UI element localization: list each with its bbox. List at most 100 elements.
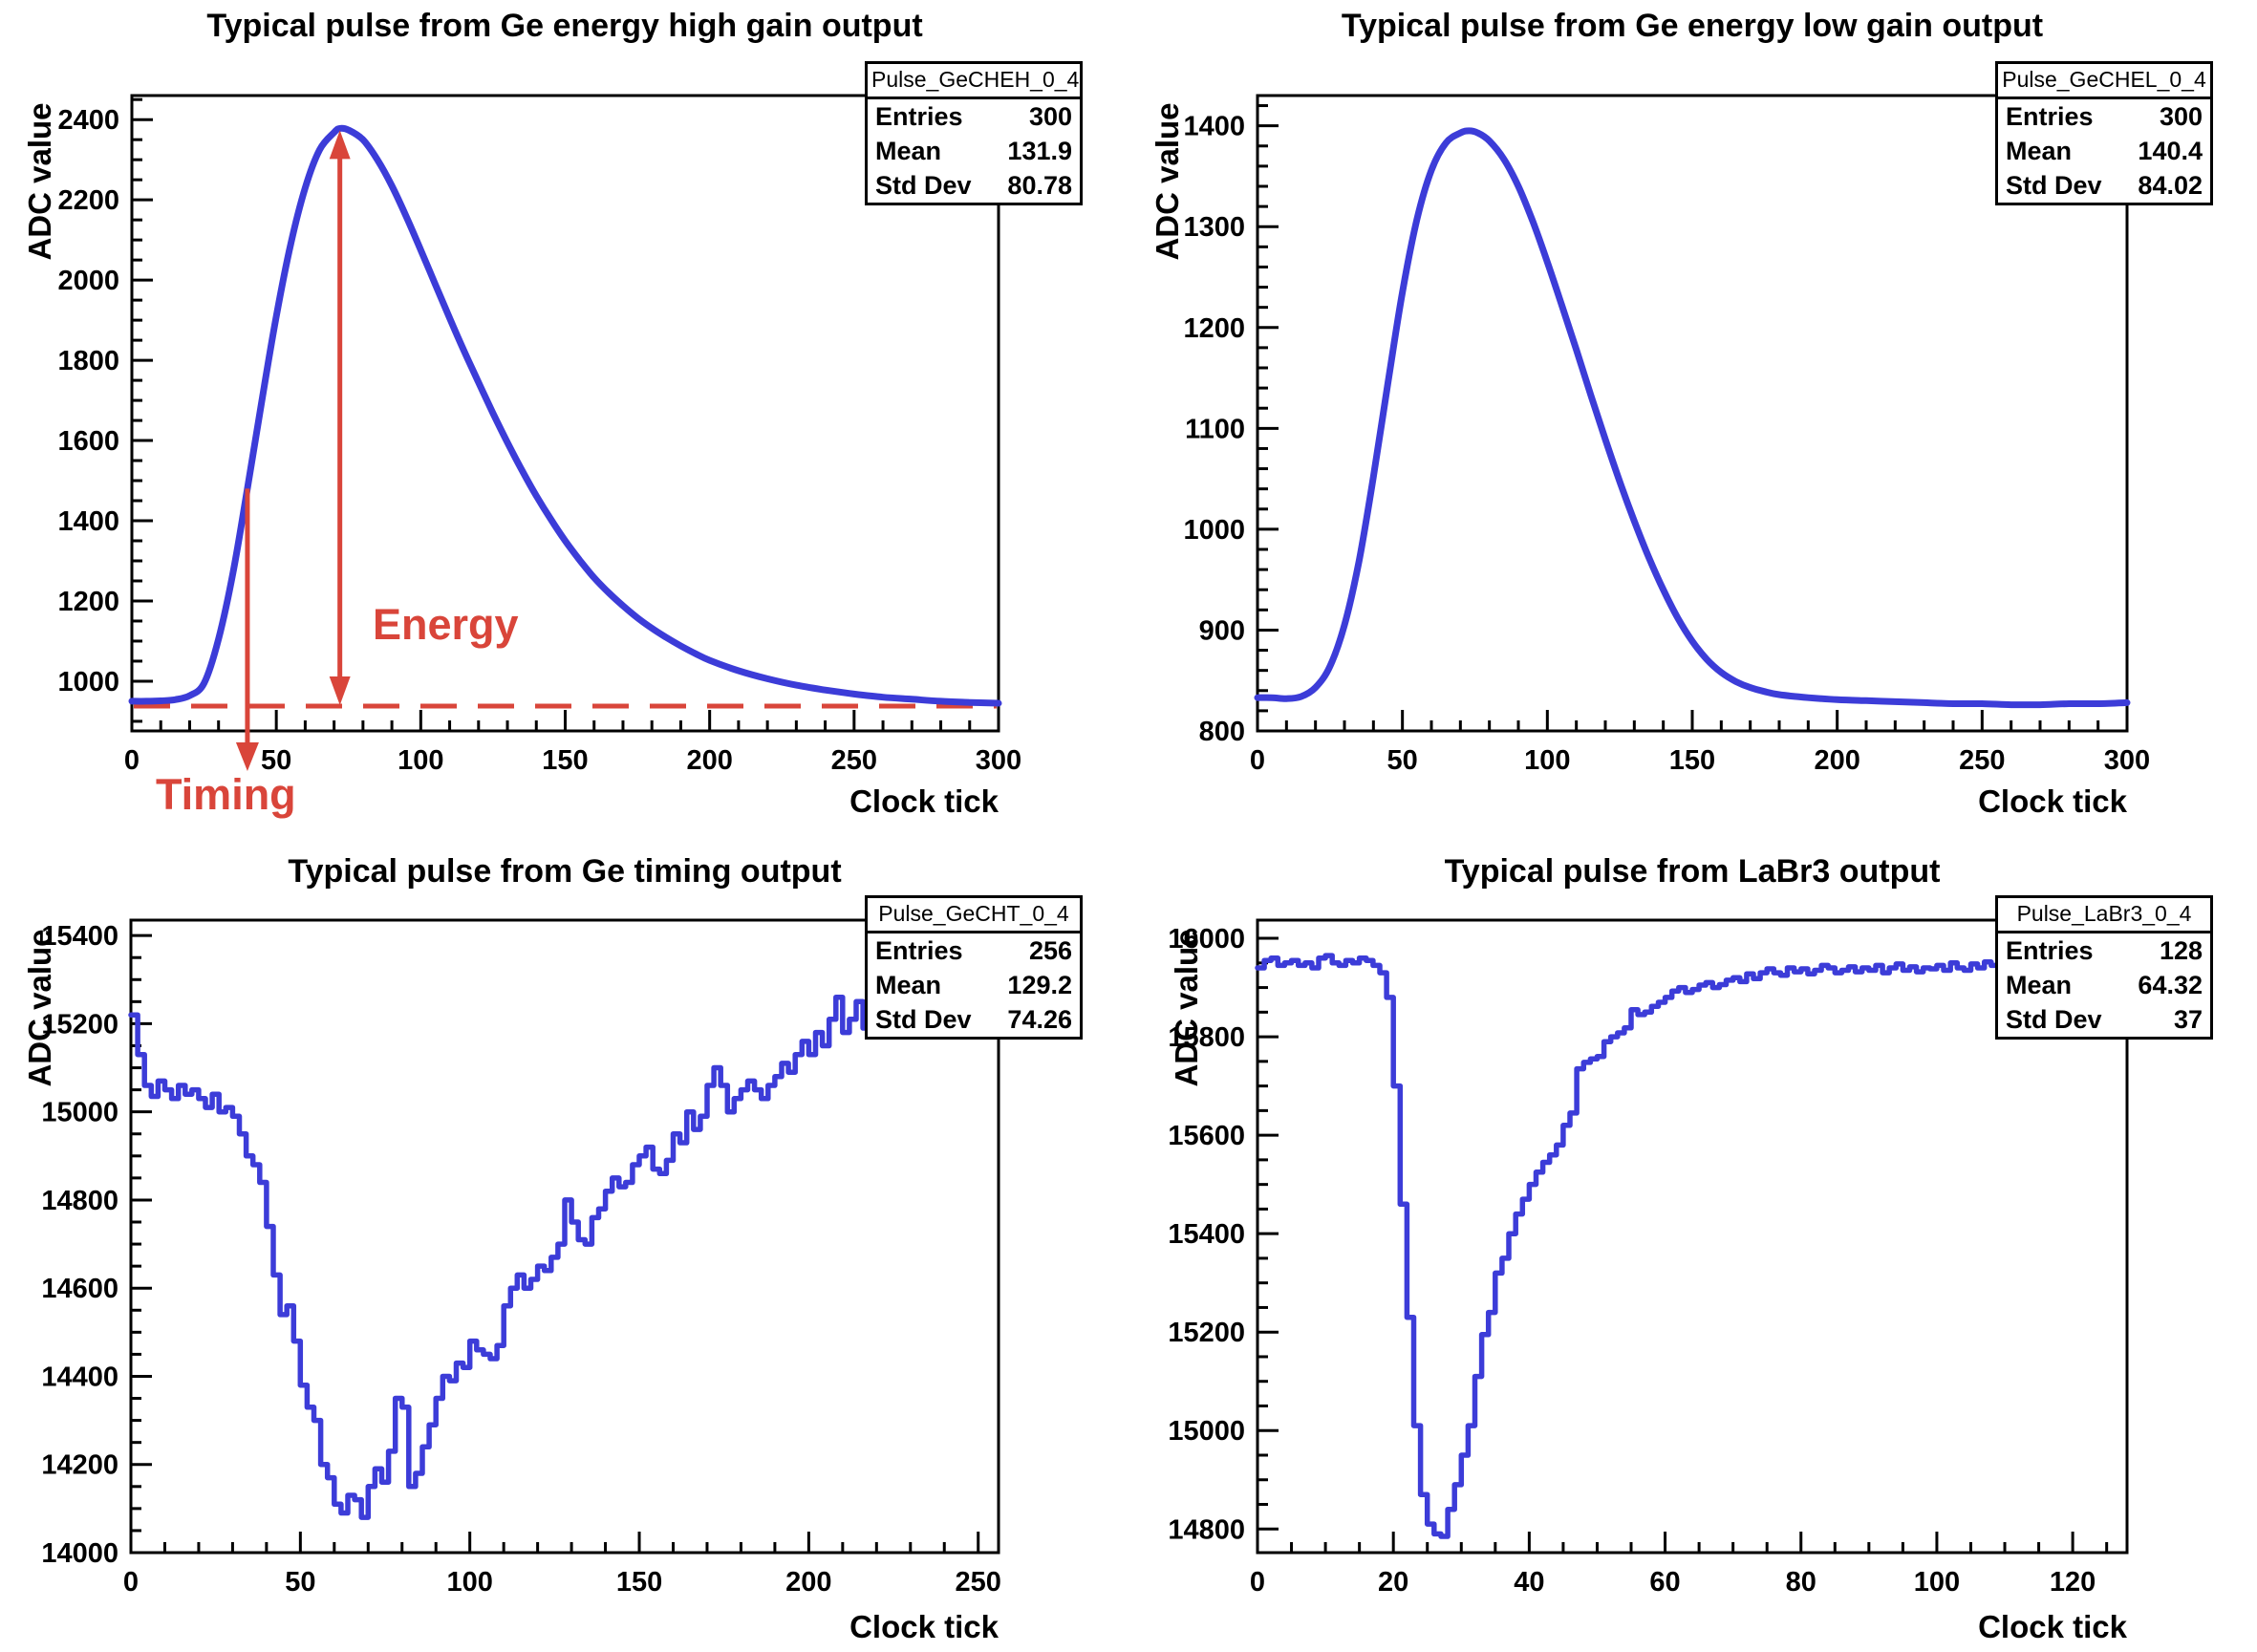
y-axis-title: ADC value: [22, 929, 57, 1087]
svg-text:16000: 16000: [1168, 924, 1245, 955]
stats-title: Pulse_GeCHT_0_4: [868, 898, 1080, 933]
plot-title-labr3: Typical pulse from LaBr3 output: [1444, 853, 1941, 890]
stat-value: 80.78: [1007, 170, 1072, 200]
stats-row: Std Dev 84.02: [1998, 168, 2210, 203]
svg-text:2200: 2200: [57, 185, 119, 216]
svg-text:14200: 14200: [41, 1450, 118, 1481]
y-axis-title: ADC value: [1150, 102, 1185, 261]
svg-text:14800: 14800: [1168, 1514, 1245, 1545]
stat-label: Std Dev: [2006, 170, 2102, 200]
stat-value: 140.4: [2138, 136, 2203, 165]
svg-text:2400: 2400: [57, 105, 119, 136]
timing-annotation-label: Timing: [156, 770, 296, 819]
svg-text:15200: 15200: [1168, 1318, 1245, 1348]
stats-row: Mean 64.32: [1998, 968, 2210, 1002]
plot-title-ge-high-gain: Typical pulse from Ge energy high gain o…: [206, 8, 923, 44]
svg-text:100: 100: [1524, 745, 1570, 776]
svg-text:1300: 1300: [1183, 212, 1245, 243]
svg-text:0: 0: [1250, 745, 1265, 776]
svg-text:1000: 1000: [57, 667, 119, 697]
svg-text:100: 100: [446, 1567, 492, 1598]
stat-label: Mean: [2006, 136, 2073, 165]
svg-text:60: 60: [1649, 1567, 1680, 1598]
stat-value: 37: [2173, 1004, 2203, 1034]
x-axis-title: Clock tick: [849, 783, 999, 819]
svg-text:1200: 1200: [1183, 313, 1245, 344]
stats-row: Mean 140.4: [1998, 134, 2210, 168]
svg-text:100: 100: [398, 745, 443, 776]
stat-value: 300: [1028, 101, 1072, 131]
stat-value: 129.2: [1007, 970, 1072, 999]
svg-text:40: 40: [1514, 1567, 1544, 1598]
x-axis-title: Clock tick: [1978, 1609, 2127, 1644]
stat-value: 256: [1028, 935, 1072, 965]
svg-text:15400: 15400: [41, 921, 118, 952]
stat-value: 64.32: [2138, 970, 2203, 999]
svg-text:200: 200: [785, 1567, 831, 1598]
y-axis-title: ADC value: [1169, 929, 1204, 1087]
stat-label: Entries: [875, 935, 963, 965]
svg-text:100: 100: [1914, 1567, 1960, 1598]
stats-row: Std Dev 74.26: [868, 1002, 1080, 1037]
svg-text:0: 0: [1250, 1567, 1265, 1598]
svg-text:150: 150: [542, 745, 588, 776]
stats-row: Mean 129.2: [868, 968, 1080, 1002]
plot-title-ge-timing: Typical pulse from Ge timing output: [288, 853, 842, 890]
svg-text:80: 80: [1786, 1567, 1816, 1598]
stat-value: 128: [2159, 935, 2203, 965]
svg-text:800: 800: [1199, 717, 1245, 747]
plot-title-ge-low-gain: Typical pulse from Ge energy low gain ou…: [1341, 8, 2044, 44]
stat-value: 74.26: [1007, 1004, 1072, 1034]
svg-text:14000: 14000: [41, 1538, 118, 1569]
x-axis-title: Clock tick: [1978, 783, 2127, 819]
stat-label: Mean: [2006, 970, 2073, 999]
stats-box-ge-timing: Pulse_GeCHT_0_4 Entries 256 Mean 129.2 S…: [865, 895, 1083, 1040]
svg-text:250: 250: [1959, 745, 2005, 776]
stats-box-ge-high-gain: Pulse_GeCHEH_0_4 Entries 300 Mean 131.9 …: [865, 61, 1083, 205]
svg-text:15000: 15000: [1168, 1416, 1245, 1447]
stat-value: 84.02: [2138, 170, 2203, 200]
y-axis-title: ADC value: [22, 102, 57, 261]
stats-row: Mean 131.9: [868, 134, 1080, 168]
svg-text:15800: 15800: [1168, 1022, 1245, 1053]
svg-text:120: 120: [2050, 1567, 2096, 1598]
svg-text:150: 150: [1669, 745, 1715, 776]
stat-value: 300: [2159, 101, 2203, 131]
stats-title: Pulse_GeCHEH_0_4: [868, 64, 1080, 99]
plot-area-labr3: 0 20 40 60 80 100 120 14800 15000 15200 15400 15600…: [1168, 918, 2130, 1598]
x-axis-title: Clock tick: [849, 1609, 999, 1644]
stat-label: Std Dev: [2006, 1004, 2102, 1034]
svg-text:0: 0: [124, 745, 140, 776]
svg-text:50: 50: [285, 1567, 315, 1598]
stat-label: Mean: [875, 970, 942, 999]
stat-value: 131.9: [1007, 136, 1072, 165]
stats-row: Std Dev 37: [1998, 1002, 2210, 1037]
svg-text:1400: 1400: [1183, 112, 1245, 142]
stat-label: Std Dev: [875, 170, 972, 200]
stat-label: Std Dev: [875, 1004, 972, 1034]
svg-text:20: 20: [1378, 1567, 1408, 1598]
energy-annotation-label: Energy: [373, 600, 519, 649]
stats-title: Pulse_LaBr3_0_4: [1998, 898, 2210, 933]
stats-row: Entries 256: [868, 933, 1080, 968]
stats-row: Entries 300: [868, 99, 1080, 134]
svg-text:250: 250: [956, 1567, 1001, 1598]
svg-text:200: 200: [1814, 745, 1859, 776]
svg-text:1800: 1800: [57, 346, 119, 376]
svg-text:15600: 15600: [1168, 1121, 1245, 1151]
svg-text:1400: 1400: [57, 506, 119, 537]
stats-row: Entries 128: [1998, 933, 2210, 968]
svg-text:15000: 15000: [41, 1098, 118, 1128]
stat-label: Entries: [875, 101, 963, 131]
svg-text:1600: 1600: [57, 426, 119, 457]
stat-label: Entries: [2006, 101, 2094, 131]
svg-text:14800: 14800: [41, 1186, 118, 1216]
stat-label: Entries: [2006, 935, 2094, 965]
svg-text:900: 900: [1199, 615, 1245, 646]
plot-area-ge-high-gain: 0 50 100 150 200 250 300 1000 1200 1400 1600 1800 20…: [57, 94, 1021, 776]
stat-label: Mean: [875, 136, 942, 165]
svg-text:50: 50: [1387, 745, 1418, 776]
svg-text:14600: 14600: [41, 1274, 118, 1304]
